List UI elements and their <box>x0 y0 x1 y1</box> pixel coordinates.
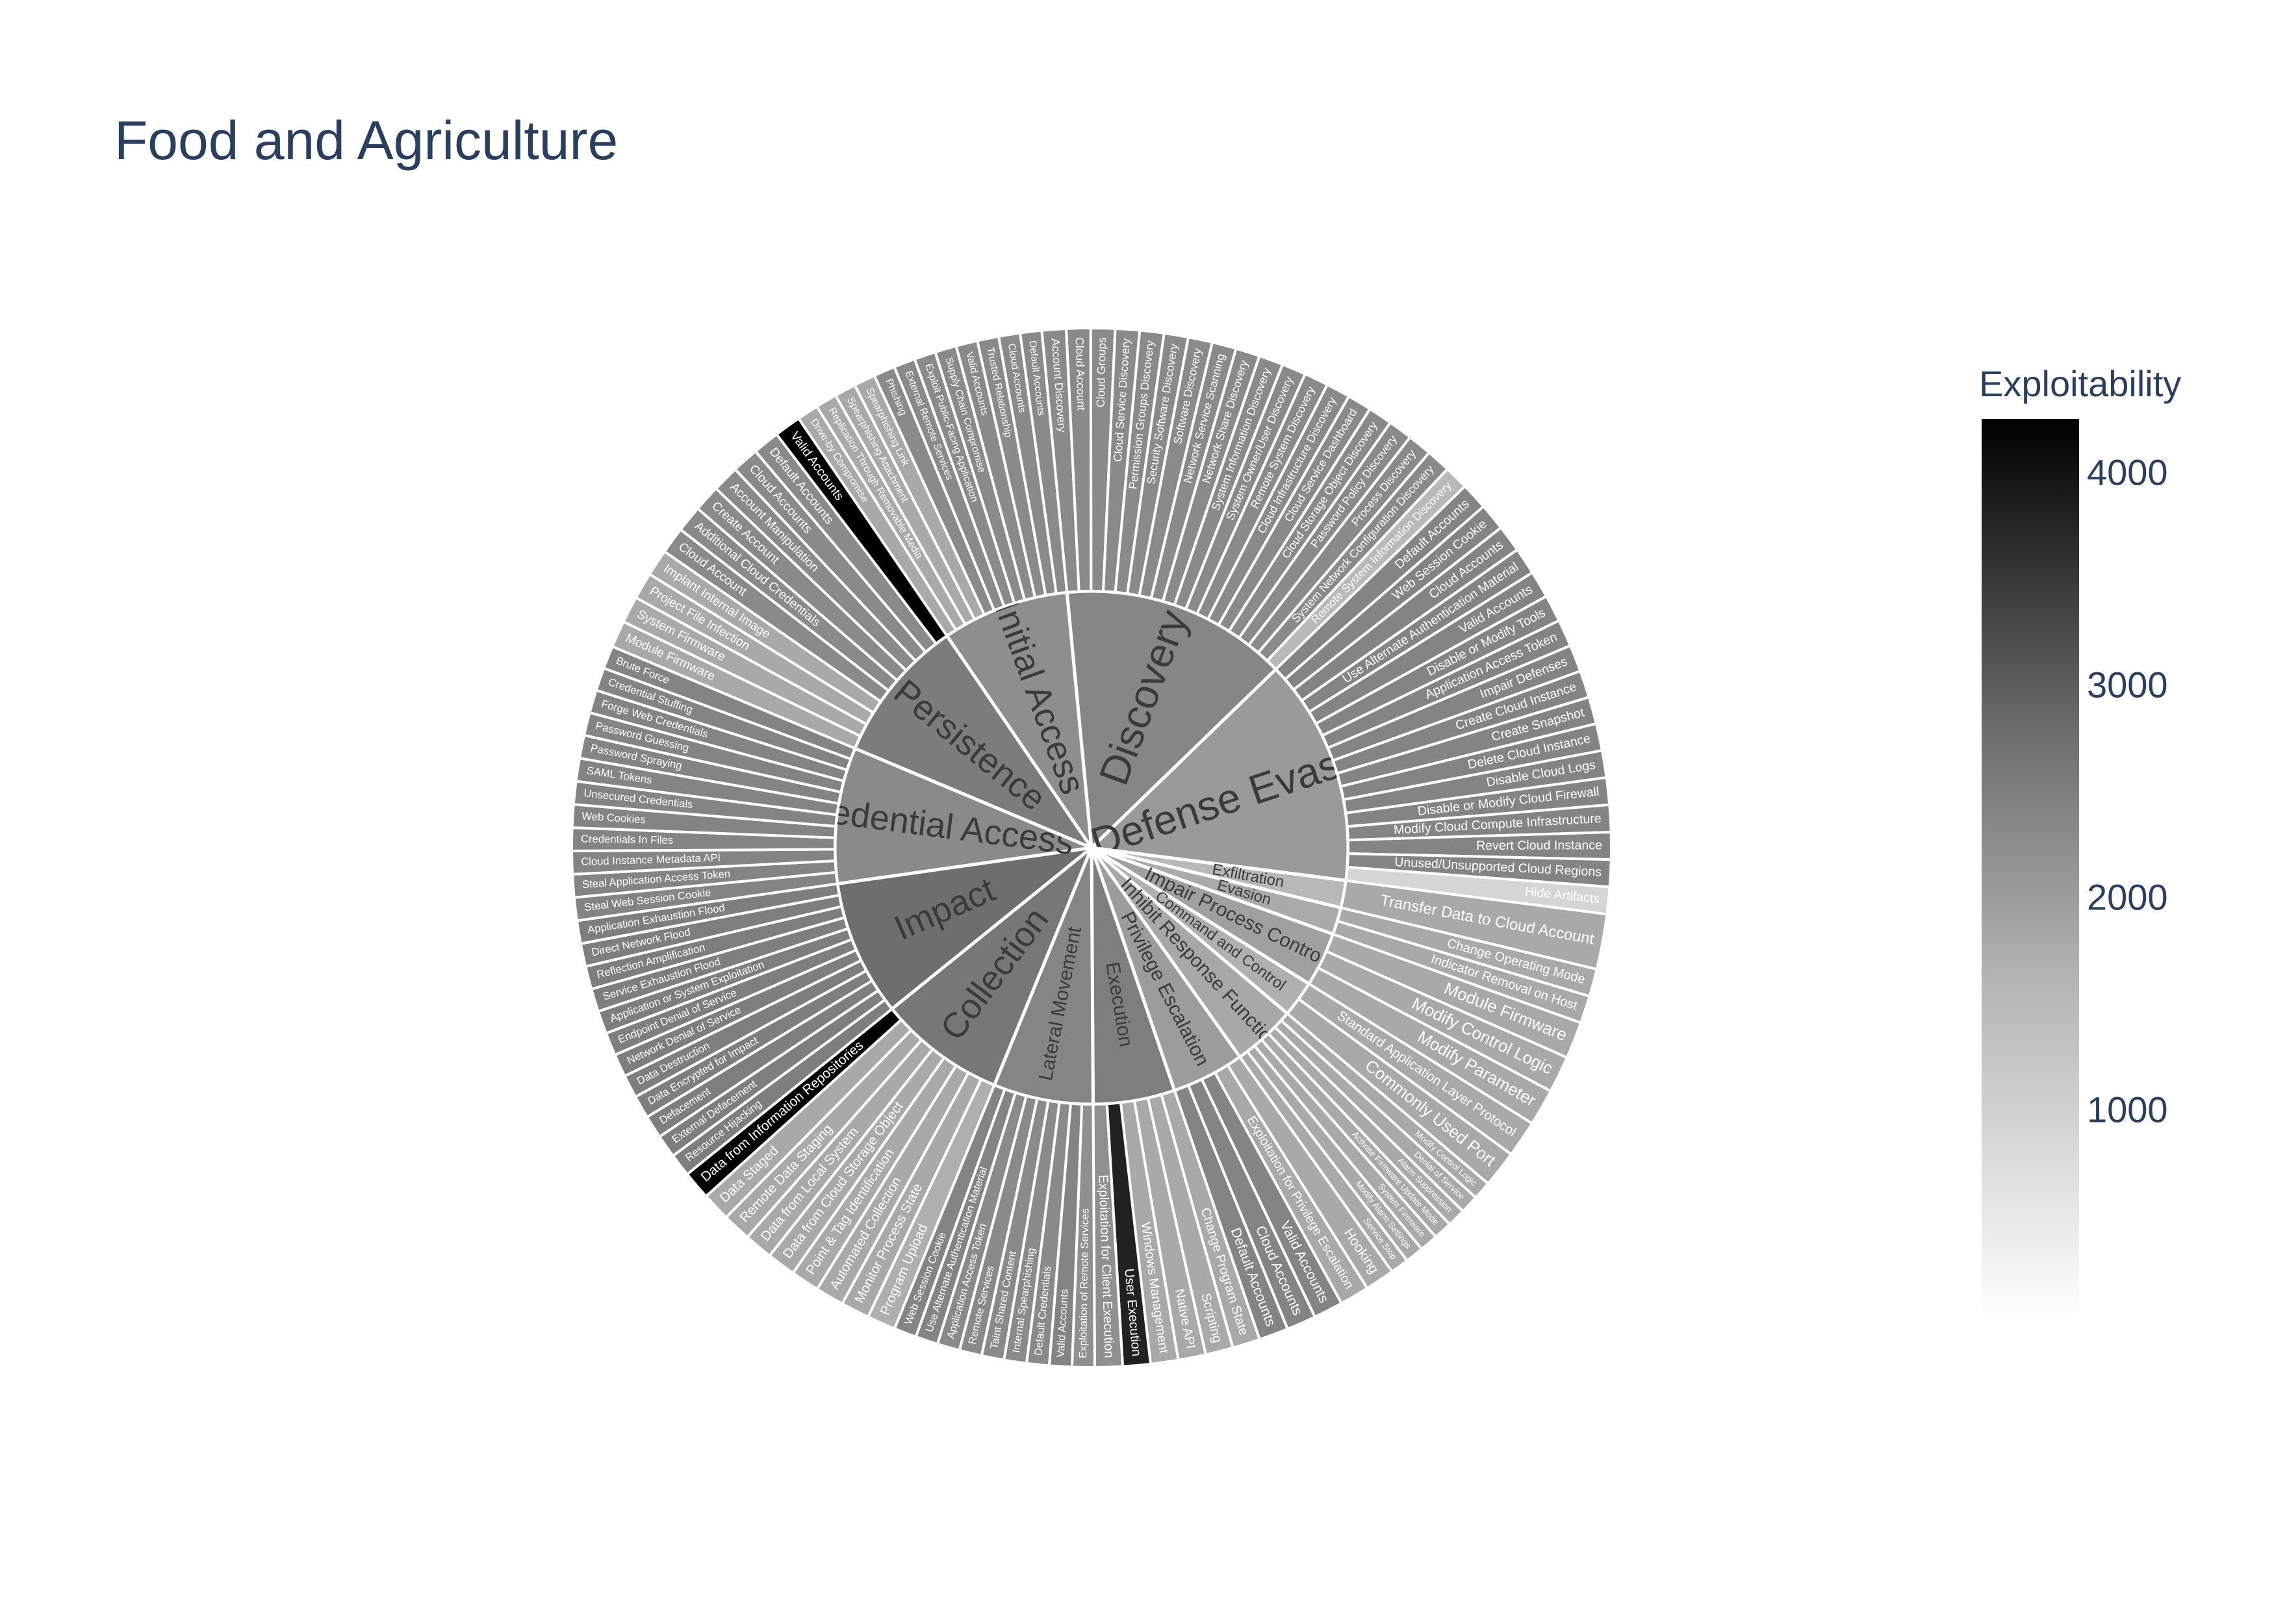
colorbar-tick-4000: 4000 <box>2087 451 2168 493</box>
technique-label-exploitation-of-remote-services: Exploitation of Remote Services <box>1077 1208 1092 1358</box>
technique-label-credentials-in-files: Credentials In Files <box>581 833 673 846</box>
technique-label-revert-cloud-instance: Revert Cloud Instance <box>1476 838 1602 853</box>
technique-segment-default-accounts[interactable] <box>1018 329 1069 596</box>
colorbar-tick-3000: 3000 <box>2087 664 2168 705</box>
colorbar-title: Exploitability <box>1979 363 2182 404</box>
technique-label-cloud-groups: Cloud Groups <box>1094 337 1108 408</box>
colorbar-tick-2000: 2000 <box>2087 876 2168 918</box>
colorbar-tick-1000: 1000 <box>2087 1089 2168 1130</box>
chart-title: Food and Agriculture <box>114 110 619 171</box>
colorbar <box>1982 419 2079 1322</box>
technique-label-cloud-account: Cloud Account <box>1073 337 1088 411</box>
